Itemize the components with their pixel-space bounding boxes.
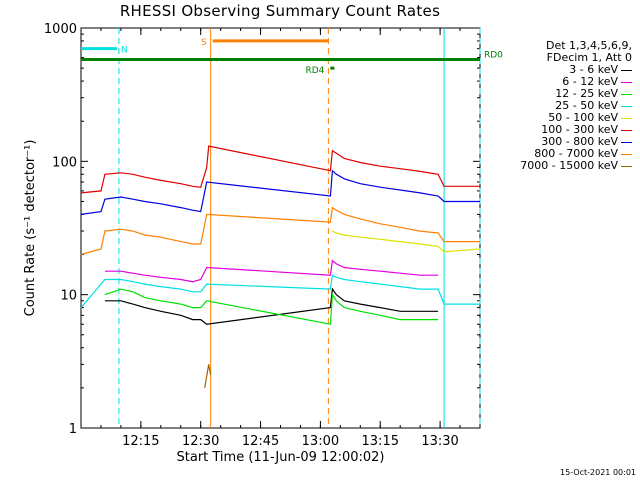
plot-frame xyxy=(80,27,481,429)
footer-timestamp: 15-Oct-2021 00:01 xyxy=(560,468,636,477)
annotation-label: N xyxy=(121,46,128,56)
legend-entry: 6 - 12 keV xyxy=(486,76,632,88)
legend-swatch xyxy=(621,105,632,107)
series-line xyxy=(104,259,439,283)
x-tick-label: 13:00 xyxy=(302,434,339,449)
legend-swatch xyxy=(621,129,632,131)
legend-swatch xyxy=(621,69,632,71)
legend-entry-label: 7000 - 15000 keV xyxy=(520,159,618,172)
legend-entry-label: 12 - 25 keV xyxy=(555,87,618,100)
series-line xyxy=(204,364,212,389)
chart-title: RHESSI Observing Summary Count Rates xyxy=(119,2,441,20)
legend-swatch xyxy=(621,93,632,95)
legend-entry-label: 800 - 7000 keV xyxy=(534,147,618,160)
series-line xyxy=(80,145,480,194)
legend-entry-label: 6 - 12 keV xyxy=(562,75,618,88)
annotation-label: S xyxy=(201,38,207,48)
legend-swatch xyxy=(621,117,632,119)
y-tick-label: 1000 xyxy=(44,22,77,37)
series-line xyxy=(80,206,480,256)
x-tick-label: 13:15 xyxy=(362,434,399,449)
x-tick-label: 12:45 xyxy=(242,434,279,449)
annotation-label: RD4 xyxy=(305,66,324,76)
legend-swatch xyxy=(621,153,632,155)
series-line xyxy=(104,287,439,325)
y-axis-label: Count Rate (s⁻¹ detector⁻¹) xyxy=(23,140,38,317)
legend-header-2: FDecim 1, Att 0 xyxy=(546,51,632,64)
x-tick-label: 12:30 xyxy=(182,434,219,449)
x-tick-label: 13:30 xyxy=(421,434,458,449)
legend-swatch xyxy=(621,141,632,143)
legend-entry: 50 - 100 keV xyxy=(486,112,632,124)
legend-entry-label: 100 - 300 keV xyxy=(541,123,618,136)
legend: Det 1,3,4,5,6,9, FDecim 1, Att 0 3 - 6 k… xyxy=(486,40,632,172)
legend-entry: 100 - 300 keV xyxy=(486,124,632,136)
series-line xyxy=(104,288,439,325)
y-tick-label: 10 xyxy=(60,289,77,304)
legend-entry: 800 - 7000 keV xyxy=(486,148,632,160)
legend-entry: 3 - 6 keV xyxy=(486,64,632,76)
x-tick-label: 12:15 xyxy=(122,434,159,449)
legend-entry-label: 25 - 50 keV xyxy=(555,99,618,112)
legend-entry: 25 - 50 keV xyxy=(486,100,632,112)
legend-entry: 12 - 25 keV xyxy=(486,88,632,100)
legend-entry: 7000 - 15000 keV xyxy=(486,160,632,172)
legend-header-1: Det 1,3,4,5,6,9, xyxy=(545,39,632,52)
legend-entry-label: 50 - 100 keV xyxy=(548,111,618,124)
y-tick-label: 1 xyxy=(69,422,77,437)
legend-entry-label: 3 - 6 keV xyxy=(569,63,618,76)
series-line xyxy=(80,169,480,215)
legend-swatch xyxy=(621,165,632,167)
y-tick-label: 100 xyxy=(52,155,77,170)
legend-swatch xyxy=(621,81,632,83)
x-axis-label: Start Time (11-Jun-09 12:00:02) xyxy=(177,450,385,465)
legend-entry-label: 300 - 800 keV xyxy=(541,135,618,148)
legend-entry: 300 - 800 keV xyxy=(486,136,632,148)
series-line xyxy=(332,230,481,253)
series-line xyxy=(80,274,480,308)
annotation-label: RD0 xyxy=(484,51,503,61)
